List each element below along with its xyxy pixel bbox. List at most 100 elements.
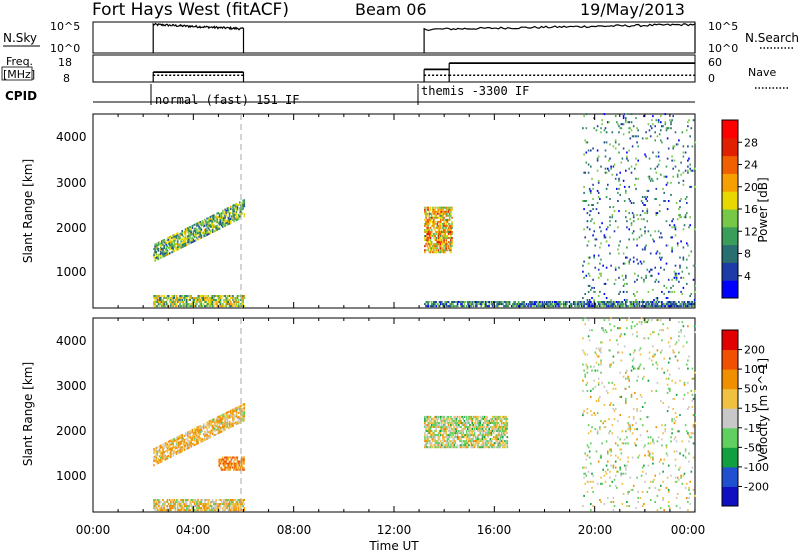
heatmap-cell xyxy=(682,228,685,231)
heatmap-cell xyxy=(488,419,490,422)
heatmap-cell xyxy=(157,249,160,252)
heatmap-cell xyxy=(430,434,433,437)
heatmap-cell xyxy=(671,155,673,158)
heatmap-cell xyxy=(693,389,696,392)
heatmap-cell xyxy=(200,236,203,239)
heatmap-cell xyxy=(471,446,474,449)
heatmap-cell xyxy=(582,337,584,340)
heatmap-cell xyxy=(587,480,590,483)
heatmap-cell xyxy=(180,238,182,241)
heatmap-cell xyxy=(658,204,661,206)
heatmap-cell xyxy=(442,305,444,308)
heatmap-cell xyxy=(491,419,494,422)
heatmap-cell xyxy=(181,299,183,301)
heatmap-cell xyxy=(202,423,205,426)
heatmap-cell xyxy=(656,509,659,512)
heatmap-cell xyxy=(590,220,592,223)
heatmap-cell xyxy=(427,218,430,221)
heatmap-cell xyxy=(670,236,672,239)
heatmap-cell xyxy=(165,241,168,244)
heatmap-cell xyxy=(154,503,156,505)
heatmap-cell xyxy=(241,299,243,301)
heatmap-cell xyxy=(230,462,233,465)
heatmap-cell xyxy=(472,415,475,418)
heatmap-cell xyxy=(559,303,562,306)
heatmap-cell xyxy=(648,129,651,132)
heatmap-cell xyxy=(183,447,186,449)
heatmap-cell xyxy=(636,214,638,217)
heatmap-cell xyxy=(620,395,623,398)
heatmap-cell xyxy=(200,503,203,505)
heatmap-cell xyxy=(428,229,431,231)
heatmap-cell xyxy=(622,133,625,136)
heatmap-cell xyxy=(588,274,591,277)
heatmap-cell xyxy=(465,417,468,420)
heatmap-cell xyxy=(217,299,220,301)
heatmap-cell xyxy=(622,115,625,118)
heatmap-cell xyxy=(482,415,485,418)
heatmap-cell xyxy=(605,331,608,334)
heatmap-cell xyxy=(192,299,195,301)
heatmap-cell xyxy=(451,301,453,303)
heatmap-cell xyxy=(234,217,237,220)
heatmap-cell xyxy=(207,217,209,220)
heatmap-cell xyxy=(494,430,496,432)
heatmap-cell xyxy=(438,251,441,254)
heatmap-cell xyxy=(583,171,585,174)
heatmap-cell xyxy=(180,232,182,235)
heatmap-cell xyxy=(243,468,245,471)
heatmap-cell xyxy=(597,363,600,366)
heatmap-cell xyxy=(222,225,224,228)
heatmap-cell xyxy=(460,422,462,424)
heatmap-cell xyxy=(618,276,620,279)
heatmap-cell xyxy=(618,151,620,154)
heatmap-cell xyxy=(648,452,651,455)
heatmap-cell xyxy=(578,303,581,306)
heatmap-cell xyxy=(450,249,452,252)
heatmap-cell xyxy=(661,329,663,332)
heatmap-cell xyxy=(678,169,680,172)
heatmap-cell xyxy=(170,239,172,242)
heatmap-cell xyxy=(448,446,451,449)
heatmap-cell xyxy=(683,335,686,338)
heatmap-cell xyxy=(228,305,231,308)
heatmap-cell xyxy=(210,305,213,308)
heatmap-cell xyxy=(645,274,647,277)
heatmap-cell xyxy=(213,220,215,223)
colorbar-tick-label: 100 xyxy=(744,363,765,376)
heatmap-cell xyxy=(623,200,626,202)
heatmap-cell xyxy=(443,446,445,449)
heatmap-cell xyxy=(227,462,229,465)
heatmap-cell xyxy=(230,211,232,214)
heatmap-cell xyxy=(187,443,189,446)
heatmap-cell xyxy=(435,446,437,449)
heatmap-cell xyxy=(459,440,461,443)
heatmap-cell xyxy=(496,434,498,437)
heatmap-cell xyxy=(198,507,200,510)
heatmap-cell xyxy=(470,442,472,445)
heatmap-cell xyxy=(181,507,183,510)
heatmap-cell xyxy=(433,251,435,254)
heatmap-cell xyxy=(483,419,486,422)
heatmap-cell xyxy=(426,436,428,439)
heatmap-cell xyxy=(162,303,164,306)
heatmap-cell xyxy=(493,428,495,430)
heatmap-cell xyxy=(225,299,227,301)
colorbar-tick-label: 12 xyxy=(744,225,758,238)
heatmap-cell xyxy=(590,189,592,192)
heatmap-cell xyxy=(153,252,155,255)
heatmap-cell xyxy=(167,252,170,255)
heatmap-cell xyxy=(174,501,177,503)
heatmap-cell xyxy=(437,415,440,418)
heatmap-cell xyxy=(429,206,432,209)
heatmap-cell xyxy=(224,220,226,223)
heatmap-cell xyxy=(197,224,199,227)
heatmap-cell xyxy=(630,129,633,132)
heatmap-cell xyxy=(493,442,495,445)
heatmap-cell xyxy=(154,295,156,297)
heatmap-cell xyxy=(462,428,465,430)
heatmap-cell xyxy=(461,303,463,306)
heatmap-cell xyxy=(179,303,181,306)
heatmap-cell xyxy=(428,419,431,422)
heatmap-cell xyxy=(679,214,681,217)
